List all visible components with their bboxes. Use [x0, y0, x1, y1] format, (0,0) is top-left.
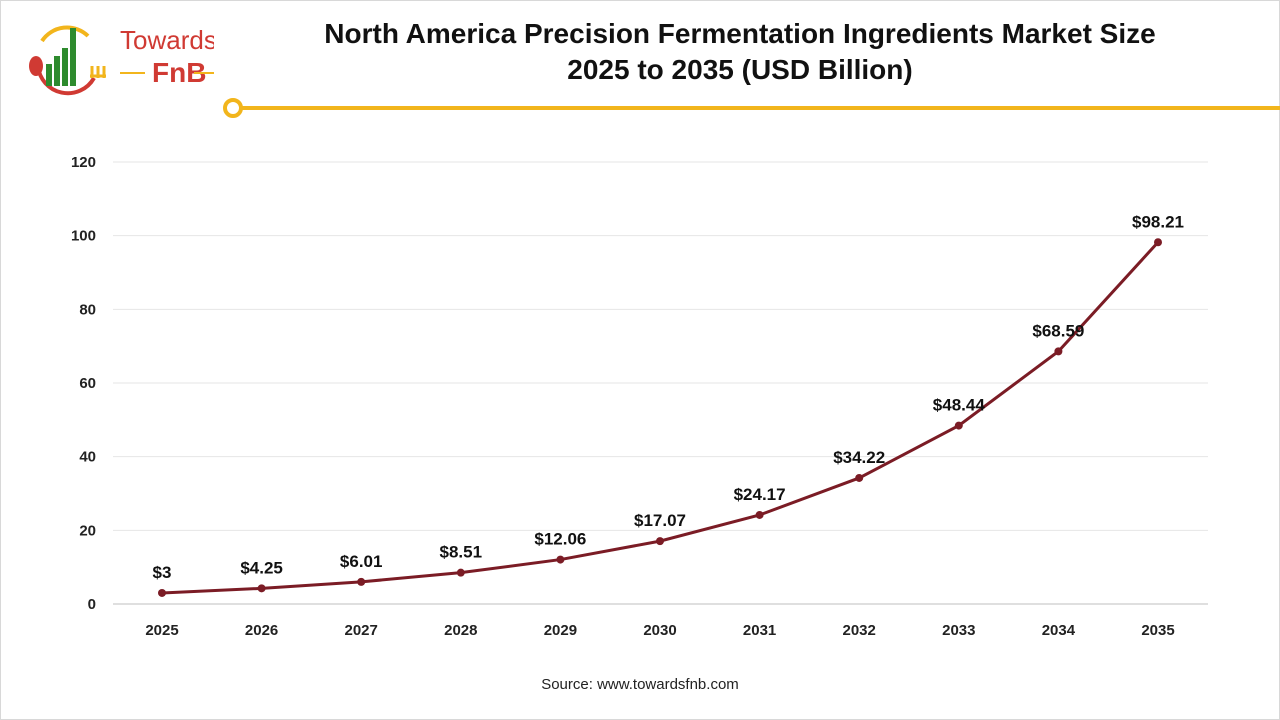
data-point — [257, 584, 266, 593]
source-note: Source: www.towardsfnb.com — [541, 676, 739, 693]
data-point — [556, 555, 565, 564]
towards-fnb-logo: Towards FnB — [29, 25, 214, 96]
y-tick-label: 20 — [79, 522, 96, 539]
x-tick-label: 2028 — [444, 622, 477, 639]
x-tick-label: 2025 — [145, 622, 178, 639]
x-tick-label: 2027 — [345, 622, 378, 639]
data-point — [456, 568, 465, 577]
y-tick-label: 100 — [71, 228, 96, 245]
data-point — [656, 537, 664, 546]
data-label: $98.21 — [1132, 212, 1184, 231]
x-tick-label: 2033 — [942, 622, 975, 639]
x-tick-label: 2032 — [843, 622, 876, 639]
data-point — [1054, 347, 1063, 356]
data-point — [855, 473, 864, 482]
data-label: $68.59 — [1032, 321, 1084, 340]
title-line-2: 2025 to 2035 (USD Billion) — [567, 54, 913, 85]
data-point — [1154, 238, 1162, 247]
data-label: $4.25 — [240, 558, 283, 577]
x-tick-label: 2026 — [245, 622, 278, 639]
x-tick-label: 2029 — [544, 622, 577, 639]
data-label: $12.06 — [534, 530, 586, 549]
chart-title: North America Precision Fermentation Ing… — [240, 16, 1240, 88]
data-label: $8.51 — [440, 543, 483, 562]
data-label: $34.22 — [833, 448, 885, 467]
data-point — [954, 421, 963, 430]
data-label: $17.07 — [634, 511, 686, 530]
y-tick-label: 80 — [79, 301, 96, 318]
y-tick-label: 120 — [71, 154, 96, 171]
y-tick-label: 0 — [88, 596, 96, 613]
x-tick-label: 2031 — [743, 622, 776, 639]
x-tick-label: 2034 — [1042, 622, 1076, 639]
data-point — [755, 510, 764, 519]
y-tick-label: 60 — [79, 375, 96, 392]
data-label: $48.44 — [933, 396, 986, 415]
data-label: $6.01 — [340, 552, 383, 571]
data-point — [158, 588, 166, 597]
y-tick-label: 40 — [79, 449, 96, 466]
data-point — [357, 577, 366, 586]
x-tick-label: 2030 — [643, 622, 676, 639]
data-label: $3 — [153, 563, 172, 582]
svg-text:Towards: Towards — [120, 25, 214, 55]
title-line-1: North America Precision Fermentation Ing… — [324, 18, 1156, 49]
x-tick-label: 2035 — [1141, 622, 1174, 639]
accent-circle — [223, 98, 243, 118]
data-label: $24.17 — [734, 485, 786, 504]
